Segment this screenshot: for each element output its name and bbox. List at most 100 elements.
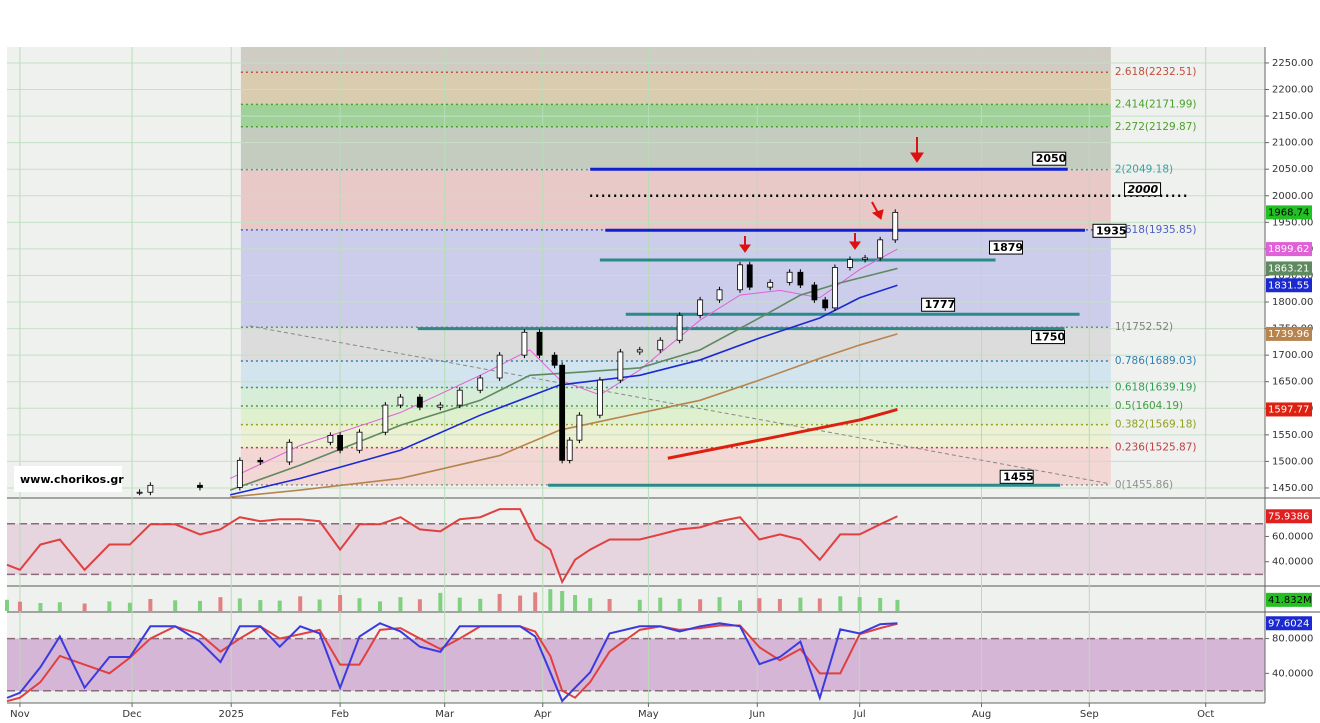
level-label: 1750 bbox=[1034, 331, 1065, 344]
last-value-tag bbox=[1266, 278, 1312, 293]
last-value-tag bbox=[1266, 205, 1312, 220]
band-fill bbox=[7, 638, 1265, 691]
last-value-label: 75.9386 bbox=[1268, 511, 1309, 522]
grid-layer: 1450.001500.001550.001600.001650.001700.… bbox=[7, 47, 1320, 720]
annotation-arrows bbox=[739, 137, 924, 253]
volume-bar bbox=[757, 598, 762, 611]
candle bbox=[327, 434, 334, 443]
candle bbox=[356, 431, 363, 451]
moving-average bbox=[229, 284, 898, 496]
volume-bar bbox=[5, 599, 9, 611]
last-value-label: 97.6024 bbox=[1268, 618, 1309, 629]
x-tick-label: Oct bbox=[1197, 709, 1214, 720]
x-tick-label: Dec bbox=[122, 709, 141, 720]
x-tick-label: Jul bbox=[853, 709, 866, 720]
volume-bar bbox=[838, 596, 843, 611]
volume-bar bbox=[777, 599, 782, 611]
candle bbox=[636, 349, 643, 353]
candle bbox=[617, 351, 624, 381]
x-tick-label: Apr bbox=[534, 709, 552, 720]
volume-bar bbox=[148, 599, 153, 611]
volume-bar bbox=[317, 599, 322, 611]
marks-layer: 2.618(2232.51) 2.414(2171.99) 2.272(2129.8… bbox=[5, 66, 1197, 703]
y-tick-label: 2200.00 bbox=[1272, 85, 1313, 96]
candle bbox=[716, 289, 723, 301]
y-tick-label: 40.0000 bbox=[1272, 668, 1313, 679]
last-value-tag bbox=[1266, 509, 1312, 524]
last-value-tag bbox=[1266, 326, 1312, 341]
candle bbox=[877, 239, 884, 259]
fib-label: 0.382(1569.18) bbox=[1115, 419, 1197, 431]
candle bbox=[596, 379, 603, 416]
fib-zone bbox=[240, 126, 1111, 170]
fib-label: 1.618(1935.85) bbox=[1115, 224, 1197, 236]
arrow-head bbox=[739, 244, 751, 253]
volume-bar bbox=[258, 600, 263, 611]
volume-bar bbox=[127, 602, 132, 611]
fib-zone bbox=[240, 72, 1111, 105]
level-label: 2050 bbox=[1036, 152, 1067, 165]
fib-zone bbox=[240, 229, 1111, 328]
x-tick-label: Feb bbox=[331, 709, 349, 720]
candle bbox=[147, 484, 154, 493]
chart-layer: 1450.001500.001550.001600.001650.001700.… bbox=[5, 47, 1320, 720]
y-tick-label: 40.0000 bbox=[1272, 557, 1313, 568]
fib-zone bbox=[240, 327, 1111, 361]
last-value-tag bbox=[1266, 242, 1312, 257]
watermark-box bbox=[14, 466, 122, 492]
last-value-label: 1863.21 bbox=[1268, 263, 1309, 274]
arrow-head bbox=[910, 152, 924, 163]
level-label: 1777 bbox=[925, 298, 956, 311]
volume-bar bbox=[637, 599, 642, 611]
candle bbox=[576, 414, 583, 441]
volume-bar bbox=[573, 595, 578, 611]
candle bbox=[559, 364, 566, 461]
fib-label: 2.272(2129.87) bbox=[1115, 121, 1197, 133]
candle bbox=[566, 439, 573, 461]
volume-bar bbox=[560, 591, 565, 611]
candle bbox=[862, 257, 868, 260]
last-value-tag bbox=[1266, 592, 1312, 607]
volume-bar bbox=[377, 601, 382, 611]
last-value-tag bbox=[1266, 616, 1312, 631]
last-value-tag bbox=[1266, 261, 1312, 276]
last-value-tag bbox=[1266, 402, 1312, 417]
level-label: 1879 bbox=[993, 241, 1024, 254]
candle bbox=[477, 377, 484, 391]
y-tick-label: 1800.00 bbox=[1272, 297, 1313, 308]
moving-average bbox=[230, 333, 898, 498]
fib-label: 0.236(1525.87) bbox=[1115, 442, 1197, 454]
x-tick-label: May bbox=[638, 709, 659, 720]
level-label: 2000 bbox=[1128, 183, 1159, 196]
candle bbox=[521, 331, 528, 356]
y-tick-label: 2150.00 bbox=[1272, 111, 1313, 122]
candle bbox=[767, 281, 774, 288]
volume-bar bbox=[82, 603, 87, 611]
arrow-head bbox=[871, 209, 884, 220]
volume-bar bbox=[878, 597, 883, 611]
last-value-label: 41.832M bbox=[1268, 595, 1312, 606]
volume-bar bbox=[237, 598, 242, 611]
moving-average bbox=[667, 408, 898, 460]
candle bbox=[536, 331, 543, 356]
fib-zone bbox=[240, 47, 1111, 73]
y-tick-label: 1500.00 bbox=[1272, 456, 1313, 467]
volume-bar bbox=[607, 599, 612, 611]
x-tick-label: 2025 bbox=[218, 709, 243, 720]
level-label-box bbox=[1092, 223, 1127, 238]
volume-bar bbox=[277, 600, 282, 611]
candle bbox=[746, 264, 753, 288]
last-value-label: 1968.74 bbox=[1268, 207, 1309, 218]
level-label: 1455 bbox=[1003, 470, 1034, 483]
y-tick-label: 1450.00 bbox=[1272, 483, 1313, 494]
fib-zone bbox=[240, 387, 1111, 407]
volume-bar bbox=[533, 592, 538, 611]
candle bbox=[456, 389, 463, 406]
fib-label: 0(1455.86) bbox=[1115, 479, 1173, 491]
last-value-label: 1597.77 bbox=[1268, 404, 1309, 415]
volume-bar bbox=[738, 600, 743, 611]
volume-bar bbox=[677, 598, 682, 611]
y-tick-label: 2100.00 bbox=[1272, 138, 1313, 149]
fib-zone bbox=[240, 360, 1111, 388]
